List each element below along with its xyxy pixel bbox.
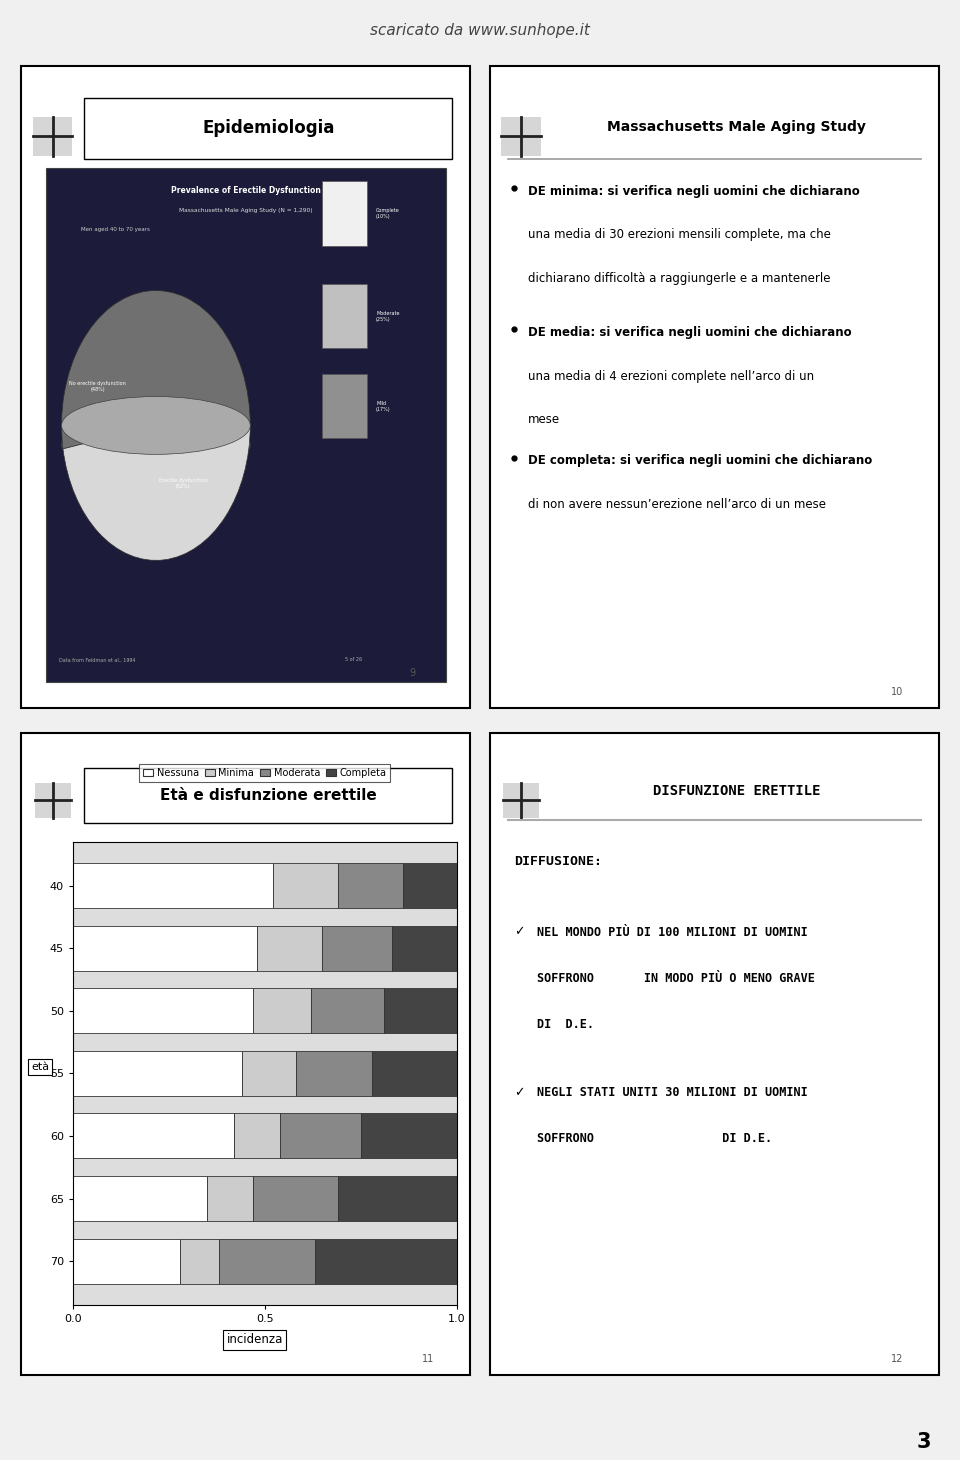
Bar — [315, 1238, 457, 1283]
Bar — [73, 1114, 234, 1158]
Text: DE media: si verifica negli uomini che dichiarano: DE media: si verifica negli uomini che d… — [528, 326, 852, 339]
Text: scaricato da www.sunhope.it: scaricato da www.sunhope.it — [370, 23, 590, 38]
Text: Erectile dysfunction
(52%): Erectile dysfunction (52%) — [158, 477, 207, 489]
Text: 12: 12 — [891, 1355, 903, 1364]
Bar — [84, 768, 452, 823]
Text: DE minima: si verifica negli uomini che dichiarano: DE minima: si verifica negli uomini che … — [528, 184, 859, 197]
Bar — [73, 926, 257, 971]
Text: età: età — [31, 1061, 49, 1072]
Ellipse shape — [61, 416, 251, 473]
Bar — [242, 1051, 296, 1096]
Bar — [323, 374, 367, 438]
Bar — [35, 783, 70, 818]
Text: 3: 3 — [917, 1432, 931, 1453]
Text: di non avere nessun’erezione nell’arco di un mese: di non avere nessun’erezione nell’arco d… — [528, 498, 826, 511]
Bar — [323, 926, 392, 971]
Bar — [73, 863, 273, 908]
Text: 5 of 26: 5 of 26 — [345, 657, 362, 663]
Text: una media di 30 erezioni mensili complete, ma che: una media di 30 erezioni mensili complet… — [528, 228, 830, 241]
Text: Epidemiologia: Epidemiologia — [202, 120, 334, 137]
Text: Moderate
(25%): Moderate (25%) — [376, 311, 399, 321]
Text: Età e disfunzione erettile: Età e disfunzione erettile — [160, 788, 376, 803]
Bar — [84, 98, 452, 159]
Text: SOFFRONO       IN MODO PIÙ O MENO GRAVE: SOFFRONO IN MODO PIÙ O MENO GRAVE — [537, 972, 815, 986]
Legend: Nessuna, Minima, Moderata, Completa: Nessuna, Minima, Moderata, Completa — [139, 764, 391, 781]
Bar — [280, 1114, 361, 1158]
Text: DI  D.E.: DI D.E. — [537, 1018, 594, 1031]
Bar — [46, 168, 445, 682]
Bar — [73, 988, 253, 1034]
Text: Complete
(10%): Complete (10%) — [376, 209, 399, 219]
Text: Prevalence of Erectile Dysfunction: Prevalence of Erectile Dysfunction — [171, 187, 321, 196]
Bar — [403, 863, 457, 908]
Bar — [323, 285, 367, 349]
Text: incidenza: incidenza — [227, 1333, 283, 1346]
Bar — [361, 1114, 457, 1158]
Text: 11: 11 — [422, 1355, 435, 1364]
Ellipse shape — [61, 397, 251, 454]
Bar — [273, 863, 338, 908]
Text: DISFUNZIONE ERETTILE: DISFUNZIONE ERETTILE — [653, 784, 821, 797]
Text: Massachusetts Male Aging Study (N = 1,290): Massachusetts Male Aging Study (N = 1,29… — [179, 207, 313, 213]
Text: 10: 10 — [891, 688, 903, 696]
Text: una media di 4 erezioni complete nell’arco di un: una media di 4 erezioni complete nell’ar… — [528, 369, 814, 383]
Bar — [372, 1051, 457, 1096]
Text: dichiarano difficoltà a raggiungerle e a mantenerle: dichiarano difficoltà a raggiungerle e a… — [528, 272, 830, 285]
Bar — [207, 1175, 253, 1221]
Bar — [296, 1051, 372, 1096]
Bar — [73, 1051, 242, 1096]
Bar — [219, 1238, 315, 1283]
Bar — [234, 1114, 280, 1158]
Text: Men aged 40 to 70 years: Men aged 40 to 70 years — [81, 226, 150, 232]
Bar — [501, 117, 540, 156]
Bar — [73, 1175, 207, 1221]
Text: Mild
(17%): Mild (17%) — [376, 402, 391, 412]
Bar — [180, 1238, 219, 1283]
Bar — [503, 783, 539, 818]
Bar — [338, 1175, 457, 1221]
Bar — [253, 988, 311, 1034]
Bar — [338, 863, 403, 908]
Bar — [253, 1175, 338, 1221]
Text: ✓: ✓ — [515, 926, 525, 939]
Text: DE completa: si verifica negli uomini che dichiarano: DE completa: si verifica negli uomini ch… — [528, 454, 872, 467]
Wedge shape — [61, 291, 251, 448]
Text: Massachusetts Male Aging Study: Massachusetts Male Aging Study — [608, 120, 866, 134]
Bar — [73, 1238, 180, 1283]
Bar — [257, 926, 323, 971]
Text: SOFFRONO                  DI D.E.: SOFFRONO DI D.E. — [537, 1133, 772, 1146]
Bar — [323, 181, 367, 245]
Text: No erectile dysfunction
(48%): No erectile dysfunction (48%) — [69, 381, 126, 393]
Text: NEL MONDO PIÙ DI 100 MILIONI DI UOMINI: NEL MONDO PIÙ DI 100 MILIONI DI UOMINI — [537, 926, 807, 939]
Text: 9: 9 — [409, 667, 415, 677]
Bar — [311, 988, 384, 1034]
Text: mese: mese — [528, 413, 560, 426]
Bar — [384, 988, 457, 1034]
Text: NEGLI STATI UNITI 30 MILIONI DI UOMINI: NEGLI STATI UNITI 30 MILIONI DI UOMINI — [537, 1086, 807, 1099]
Text: Data from Feldman et al., 1994: Data from Feldman et al., 1994 — [60, 657, 135, 663]
Bar — [392, 926, 457, 971]
Bar — [33, 117, 72, 156]
Text: ✓: ✓ — [515, 1086, 525, 1099]
Wedge shape — [63, 425, 251, 561]
Text: DIFFUSIONE:: DIFFUSIONE: — [515, 856, 602, 867]
